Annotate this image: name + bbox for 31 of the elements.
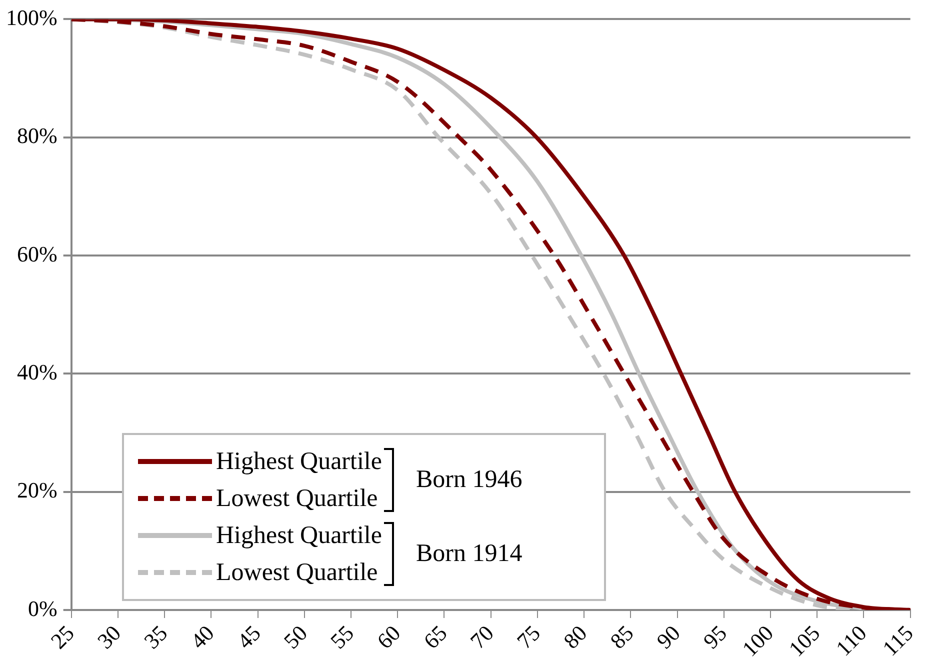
x-tick-label: 25 xyxy=(46,620,79,654)
y-tick-label: 80% xyxy=(17,123,58,148)
annotation: Born 1914 xyxy=(416,540,522,568)
x-tick-label: 35 xyxy=(138,620,172,654)
x-tick-label: 40 xyxy=(186,620,219,654)
legend-label: Highest Quartile xyxy=(216,448,382,476)
y-tick-label: 60% xyxy=(17,241,58,266)
x-tick-label: 75 xyxy=(512,620,546,654)
x-tick-label: 55 xyxy=(325,620,359,654)
legend-label: Lowest Quartile xyxy=(216,484,378,512)
y-tick-label: 100% xyxy=(6,4,58,30)
x-tick-label: 110 xyxy=(830,620,872,661)
x-tick-label: 30 xyxy=(92,620,126,654)
y-tick-label: 0% xyxy=(28,596,58,621)
x-tick-label: 100 xyxy=(737,620,778,662)
x-tick-label: 90 xyxy=(652,620,685,654)
x-tick-label: 45 xyxy=(232,620,266,654)
x-tick-label: 85 xyxy=(605,620,638,654)
y-tick-label: 20% xyxy=(17,478,58,503)
x-tick-label: 80 xyxy=(558,620,592,654)
legend-label: Lowest Quartile xyxy=(216,558,378,586)
y-tick-label: 40% xyxy=(17,359,58,384)
legend-label: Highest Quartile xyxy=(216,522,382,550)
x-tick-label: 60 xyxy=(372,620,406,654)
annotation: Born 1946 xyxy=(416,466,522,494)
x-tick-label: 70 xyxy=(465,620,498,654)
x-tick-label: 50 xyxy=(278,620,312,654)
x-tick-label: 115 xyxy=(878,620,918,661)
x-tick-label: 95 xyxy=(698,620,732,654)
x-tick-label: 105 xyxy=(784,620,825,662)
x-tick-label: 65 xyxy=(418,620,452,654)
